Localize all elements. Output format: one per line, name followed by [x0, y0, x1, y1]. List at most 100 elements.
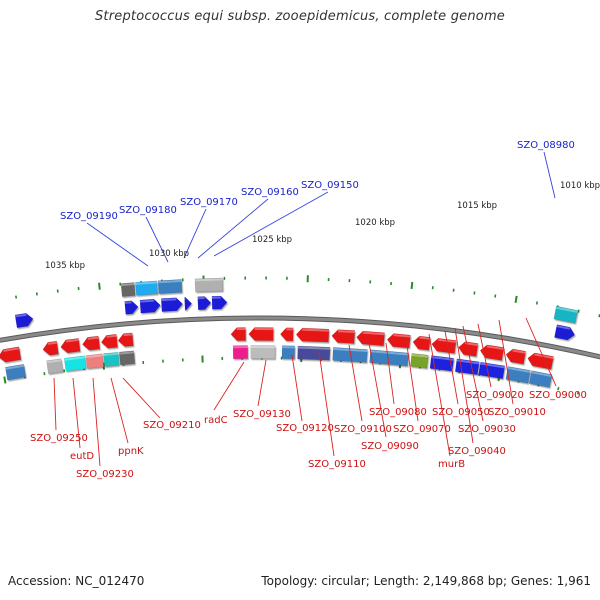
gene-highlight — [419, 336, 431, 340]
gene-feature — [232, 345, 248, 359]
gene-highlight — [65, 338, 79, 343]
gene-label-top: SZO_09170 — [180, 197, 238, 208]
gene-highlight — [531, 371, 552, 378]
gene-highlight — [119, 351, 134, 355]
gene-highlight — [139, 299, 155, 303]
gene-feature — [230, 327, 246, 341]
gene-feature — [103, 351, 120, 367]
gene-highlight — [370, 350, 409, 356]
gene-feature — [280, 327, 294, 342]
gene-feature — [139, 298, 161, 314]
gene-highlight — [512, 349, 526, 354]
scale-tick — [410, 281, 414, 290]
scale-tick — [98, 282, 101, 290]
gene-label-bottom: SZO_09120 — [276, 423, 334, 434]
scale-tick-inner — [576, 391, 580, 395]
scale-label: 1025 kbp — [252, 235, 292, 245]
gene-label-bottom: SZO_09050 — [432, 407, 490, 418]
gene-highlight — [135, 281, 157, 285]
gene-highlight — [124, 301, 132, 304]
gene-highlight — [87, 336, 99, 340]
callout-line — [110, 377, 129, 444]
topology-label: Topology: circular; Length: 2,149,868 bp… — [261, 574, 591, 588]
gene-highlight — [5, 364, 25, 370]
gene-label-bottom: SZO_09070 — [393, 424, 451, 435]
gene-label-bottom: SZO_09080 — [369, 407, 427, 418]
gene-feature — [160, 297, 183, 312]
gene-feature — [184, 297, 193, 311]
map-title: Streptococcus equi subsp. zooepidemicus,… — [94, 9, 506, 24]
gene-feature — [356, 330, 385, 346]
gene-feature — [248, 327, 274, 341]
callout-line — [92, 377, 101, 467]
gene-label-top: SZO_09190 — [60, 211, 118, 222]
gene-highlight — [302, 328, 329, 332]
gene-label-top: SZO_09180 — [119, 205, 177, 216]
gene-highlight — [3, 347, 20, 352]
gene-label-bottom: SZO_09250 — [30, 433, 88, 444]
callout-line — [477, 323, 492, 388]
gene-highlight — [411, 353, 429, 358]
scale-label: 1020 kbp — [355, 218, 395, 228]
scale-tick-inner — [3, 376, 7, 384]
gene-feature — [211, 295, 228, 310]
gene-feature — [197, 296, 212, 310]
gene-feature — [118, 350, 136, 366]
gene-feature — [100, 333, 118, 349]
callout-line — [72, 377, 81, 449]
gene-feature — [194, 277, 224, 293]
scale-label: 1030 kbp — [149, 249, 189, 259]
gene-highlight — [47, 341, 58, 345]
callout-line — [385, 342, 395, 405]
gene-highlight — [46, 359, 62, 364]
callout-line — [197, 198, 269, 259]
gene-feature — [412, 335, 431, 351]
gene-label-bottom: SZO_09130 — [233, 409, 291, 420]
gene-label-bottom: SZO_09100 — [334, 424, 392, 435]
gene-feature — [157, 279, 183, 295]
scale-tick — [577, 309, 580, 313]
gene-highlight — [534, 353, 554, 360]
gene-feature — [295, 327, 330, 343]
gene-highlight — [480, 362, 505, 369]
gene-highlight — [103, 352, 119, 357]
callout-line — [454, 327, 474, 444]
gene-feature — [124, 300, 139, 315]
callout-line — [405, 338, 419, 422]
callout-line — [183, 208, 207, 259]
accession-label: Accession: NC_012470 — [8, 574, 145, 588]
callout-line — [213, 361, 245, 411]
gene-feature — [82, 335, 101, 351]
gene-highlight — [85, 354, 103, 359]
callout-line — [122, 377, 161, 419]
gene-label-bottom: eutD — [70, 451, 94, 462]
gene-label-bottom: SZO_09230 — [76, 469, 134, 480]
callout-line — [444, 330, 459, 405]
gene-label-top: SZO_09150 — [301, 180, 359, 191]
scale-label: 1015 kbp — [457, 201, 497, 211]
callout-line — [291, 354, 303, 422]
backbone-arc — [0, 316, 600, 359]
gene-highlight — [106, 334, 117, 338]
gene-label-bottom: ppnK — [118, 446, 144, 457]
scale-label: 1035 kbp — [45, 261, 85, 271]
scale-tick-inner — [557, 387, 560, 391]
gene-highlight — [362, 331, 385, 336]
gene-label-bottom: SZO_09110 — [308, 459, 366, 470]
gene-highlight — [556, 325, 570, 330]
callout-line — [428, 333, 451, 457]
gene-label-bottom: murB — [438, 459, 465, 470]
callout-line — [543, 151, 556, 199]
callout-line — [318, 351, 335, 457]
gene-feature — [117, 332, 134, 347]
gene-highlight — [464, 342, 478, 346]
gene-feature — [120, 282, 136, 297]
gene-highlight — [64, 356, 85, 361]
gene-label-bottom: SZO_09040 — [448, 446, 506, 457]
gene-label-bottom: SZO_09000 — [529, 390, 587, 401]
callout-line — [86, 222, 149, 267]
callout-line — [462, 325, 484, 422]
gene-highlight — [555, 306, 578, 313]
gene-feature — [386, 333, 411, 349]
gene-label-bottom: SZO_09030 — [458, 424, 516, 435]
